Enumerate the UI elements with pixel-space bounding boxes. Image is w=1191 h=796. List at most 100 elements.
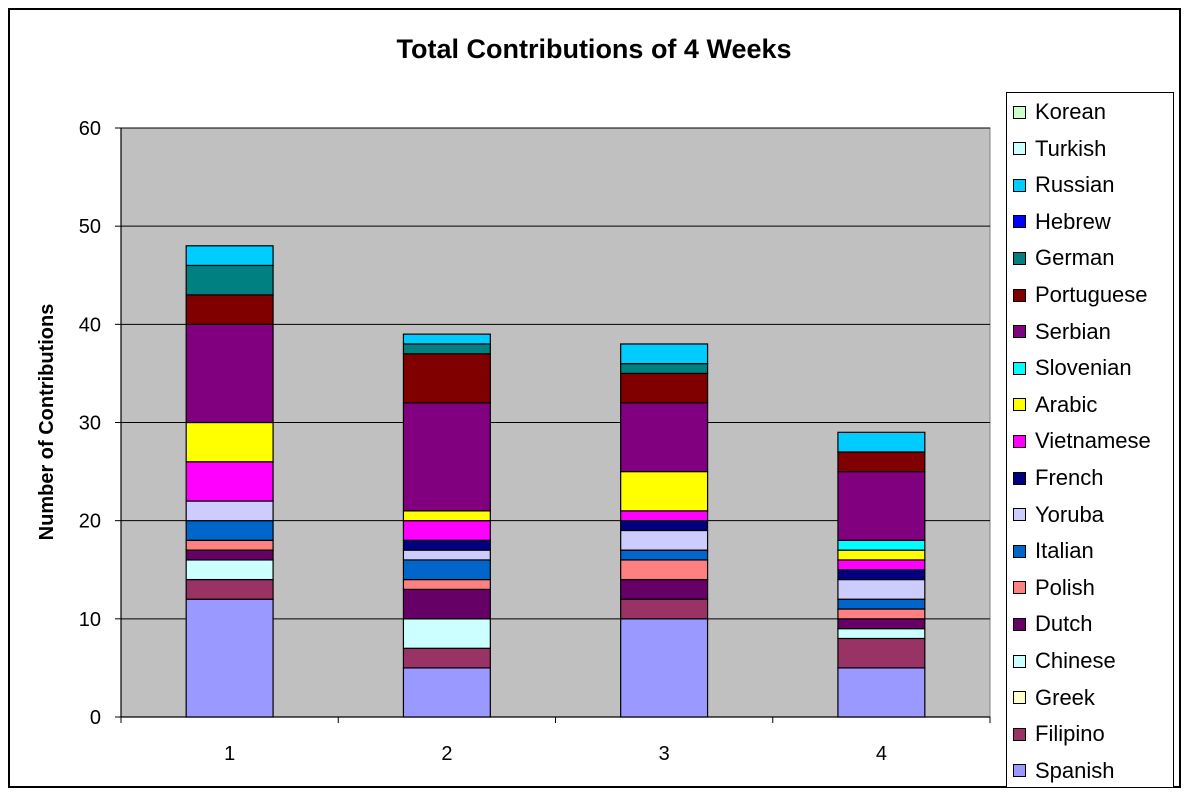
bar-segment-vietnamese — [620, 510, 709, 522]
x-tick-label: 4 — [876, 743, 887, 765]
legend-item-spanish: Spanish — [1013, 756, 1115, 786]
legend-label: Italian — [1035, 538, 1094, 564]
bar-segment-yoruba — [185, 500, 274, 522]
legend-label: Korean — [1035, 99, 1106, 124]
legend-item-portuguese: Portuguese — [1013, 280, 1148, 310]
bar-segment-french — [837, 569, 926, 581]
legend-label: Yoruba — [1035, 501, 1104, 527]
legend-item-french: French — [1013, 463, 1103, 493]
legend-swatch — [1013, 727, 1026, 741]
legend-item-arabic: Arabic — [1013, 390, 1097, 420]
legend-swatch — [1013, 251, 1026, 265]
legend-swatch — [1013, 398, 1026, 412]
legend-label: Spanish — [1035, 757, 1115, 783]
legend-swatch — [1013, 105, 1026, 119]
bar-segment-arabic — [402, 510, 491, 522]
bar-segment-german — [402, 343, 491, 355]
bar-segment-german — [185, 264, 274, 296]
bar-segment-serbian — [620, 402, 709, 473]
legend-label: Turkish — [1035, 135, 1107, 161]
legend-label: German — [1035, 245, 1115, 271]
bar-segment-arabic — [620, 470, 709, 512]
bar-segment-portuguese — [402, 353, 491, 404]
bar-segment-italian — [402, 559, 491, 581]
bar-segment-russian — [837, 431, 926, 453]
legend-swatch — [1013, 288, 1026, 302]
legend-item-slovenian: Slovenian — [1013, 353, 1132, 383]
bar-segment-chinese — [837, 628, 926, 640]
bar-segment-filipino — [185, 578, 274, 600]
legend-swatch — [1013, 178, 1026, 192]
y-tick-label: 10 — [79, 609, 101, 631]
legend-swatch — [1013, 325, 1026, 339]
bar-segment-polish — [837, 608, 926, 620]
legend-swatch — [1013, 471, 1026, 485]
legend-label: Filipino — [1035, 721, 1105, 747]
bar-segment-dutch — [402, 588, 491, 620]
legend-swatch — [1013, 142, 1026, 156]
bar-segment-italian — [837, 598, 926, 610]
legend-label: Russian — [1035, 172, 1115, 198]
bar-segment-dutch — [620, 578, 709, 600]
legend-label: Dutch — [1035, 611, 1093, 637]
y-tick-label: 60 — [79, 118, 101, 140]
legend-swatch — [1013, 215, 1026, 229]
legend-label: Chinese — [1035, 648, 1116, 673]
bar-segment-serbian — [185, 323, 274, 424]
bar-segment-russian — [402, 333, 491, 345]
bar-segment-polish — [185, 539, 274, 551]
legend-item-filipino: Filipino — [1013, 719, 1105, 749]
legend-item-korean: Korean — [1013, 97, 1106, 127]
y-tick-label: 0 — [90, 707, 101, 729]
bar-segment-spanish — [185, 598, 274, 718]
bar-segment-french — [402, 539, 491, 551]
bar-segment-filipino — [837, 637, 926, 669]
bar-segment-filipino — [620, 598, 709, 620]
bar-segment-german — [620, 363, 709, 375]
bar-segment-filipino — [402, 647, 491, 669]
bar-segment-portuguese — [185, 294, 274, 325]
bar-segment-russian — [620, 343, 709, 365]
y-tick-label: 20 — [79, 511, 101, 533]
legend-swatch — [1013, 361, 1026, 375]
bar-segment-russian — [185, 245, 274, 267]
x-tick-label: 3 — [659, 743, 670, 765]
legend-item-german: German — [1013, 243, 1114, 273]
plot-area: 0 10 20 30 40 50 60 1 2 3 4 — [79, 118, 991, 765]
legend-label: Serbian — [1035, 318, 1111, 344]
legend-swatch — [1013, 508, 1026, 522]
y-tick-label: 50 — [79, 216, 101, 238]
bar-segment-slovenian — [837, 539, 926, 551]
legend-label: French — [1035, 465, 1104, 490]
legend-label: Hebrew — [1035, 208, 1111, 234]
y-tick-label: 30 — [79, 413, 101, 435]
bar-segment-serbian — [402, 402, 491, 512]
legend-label: Polish — [1035, 574, 1095, 600]
legend-item-hebrew: Hebrew — [1013, 207, 1111, 237]
legend-swatch — [1013, 544, 1026, 558]
legend-label: Portuguese — [1035, 282, 1148, 307]
bar-segment-yoruba — [620, 529, 709, 551]
legend-item-dutch: Dutch — [1013, 609, 1092, 639]
x-tick-label: 2 — [441, 743, 452, 765]
bar-segment-polish — [402, 578, 491, 590]
legend-label: Vietnamese — [1035, 428, 1151, 454]
bar-segment-dutch — [837, 618, 926, 630]
bar-segment-chinese — [185, 559, 274, 581]
legend-label: Arabic — [1035, 391, 1098, 417]
bar-segment-portuguese — [620, 372, 709, 404]
y-axis-label: Number of Contributions — [36, 304, 58, 541]
bar-segment-yoruba — [402, 549, 491, 561]
bar-segment-vietnamese — [185, 461, 274, 502]
bar-segment-polish — [620, 559, 709, 581]
bar-segment-spanish — [620, 618, 709, 718]
bar-segment-vietnamese — [402, 520, 491, 541]
bar-segment-italian — [620, 549, 709, 561]
legend-label: Slovenian — [1035, 355, 1132, 381]
bar-segment-serbian — [837, 470, 926, 541]
y-tick-label: 40 — [79, 314, 101, 336]
bar-segment-spanish — [402, 667, 491, 718]
legend-item-serbian: Serbian — [1013, 317, 1111, 347]
bar-segment-spanish — [837, 667, 926, 718]
legend-swatch — [1013, 617, 1026, 631]
